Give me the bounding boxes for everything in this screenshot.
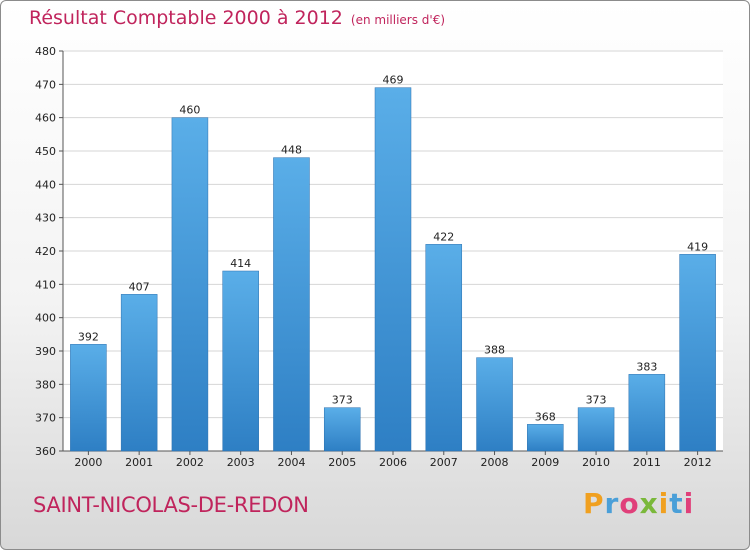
bar xyxy=(425,244,463,452)
data-label: 419 xyxy=(687,240,708,253)
labels: 360 370 380 390 400 410 420 430 440 450 460 470 480 3… xyxy=(35,45,712,469)
brand-letter: i xyxy=(683,487,695,520)
x-tick-label: 2007 xyxy=(430,456,458,469)
brand-letter: i xyxy=(658,487,670,520)
bar xyxy=(679,254,716,452)
y-tick-label: 430 xyxy=(35,212,56,225)
data-label: 448 xyxy=(281,144,302,157)
y-tick-label: 480 xyxy=(35,45,56,58)
bar xyxy=(476,357,513,452)
x-tick-label: 2010 xyxy=(582,456,610,469)
bar xyxy=(577,407,615,452)
y-tick-label: 420 xyxy=(35,245,56,258)
data-label: 469 xyxy=(383,74,404,87)
bar xyxy=(527,424,564,452)
data-label: 383 xyxy=(636,360,657,373)
data-label: 368 xyxy=(535,410,556,423)
bar xyxy=(70,344,107,452)
x-tick-label: 2006 xyxy=(379,456,407,469)
data-label: 407 xyxy=(129,280,150,293)
bar xyxy=(222,270,259,452)
brand-letter: x xyxy=(639,487,659,520)
x-tick-label: 2009 xyxy=(531,456,559,469)
brand-letter: P xyxy=(583,487,605,520)
x-tick-label: 2002 xyxy=(176,456,204,469)
bar xyxy=(120,294,158,452)
brand-letter: o xyxy=(619,487,640,520)
data-label: 414 xyxy=(230,257,251,270)
x-tick-label: 2000 xyxy=(74,456,102,469)
x-tick-label: 2001 xyxy=(125,456,153,469)
y-tick-label: 380 xyxy=(35,378,56,391)
bar xyxy=(171,117,209,452)
data-label: 373 xyxy=(332,394,353,407)
x-tick-label: 2004 xyxy=(277,456,305,469)
y-tick-label: 460 xyxy=(35,112,56,125)
x-tick-label: 2012 xyxy=(684,456,712,469)
bar xyxy=(374,87,412,452)
y-tick-label: 410 xyxy=(35,278,56,291)
brand-letter: r xyxy=(604,487,620,520)
chart-title: Résultat Comptable 2000 à 2012 (en millie… xyxy=(29,7,445,29)
y-tick-label: 370 xyxy=(35,412,56,425)
brand-letter: t xyxy=(669,487,684,520)
y-tick-label: 450 xyxy=(35,145,56,158)
bar xyxy=(273,157,310,452)
bar xyxy=(628,374,666,452)
data-label: 392 xyxy=(78,330,99,343)
brand-logo: Proxiti xyxy=(583,487,694,520)
x-tick-label: 2008 xyxy=(481,456,509,469)
y-tick-label: 390 xyxy=(35,345,56,358)
y-tick-label: 470 xyxy=(35,78,56,91)
place-name: SAINT-NICOLAS-DE-REDON xyxy=(33,493,309,517)
data-label: 373 xyxy=(586,394,607,407)
x-tick-label: 2005 xyxy=(328,456,356,469)
bars xyxy=(70,87,716,452)
y-tick-label: 400 xyxy=(35,312,56,325)
x-tick-label: 2003 xyxy=(227,456,255,469)
data-label: 460 xyxy=(179,104,200,117)
y-tick-label: 360 xyxy=(35,445,56,458)
bar xyxy=(323,407,361,452)
data-label: 388 xyxy=(484,344,505,357)
x-tick-label: 2011 xyxy=(633,456,661,469)
y-tick-label: 440 xyxy=(35,178,56,191)
chart-unit: (en milliers d'€) xyxy=(350,13,446,27)
data-label: 422 xyxy=(433,230,454,243)
chart-title-text: Résultat Comptable 2000 à 2012 xyxy=(29,7,343,29)
